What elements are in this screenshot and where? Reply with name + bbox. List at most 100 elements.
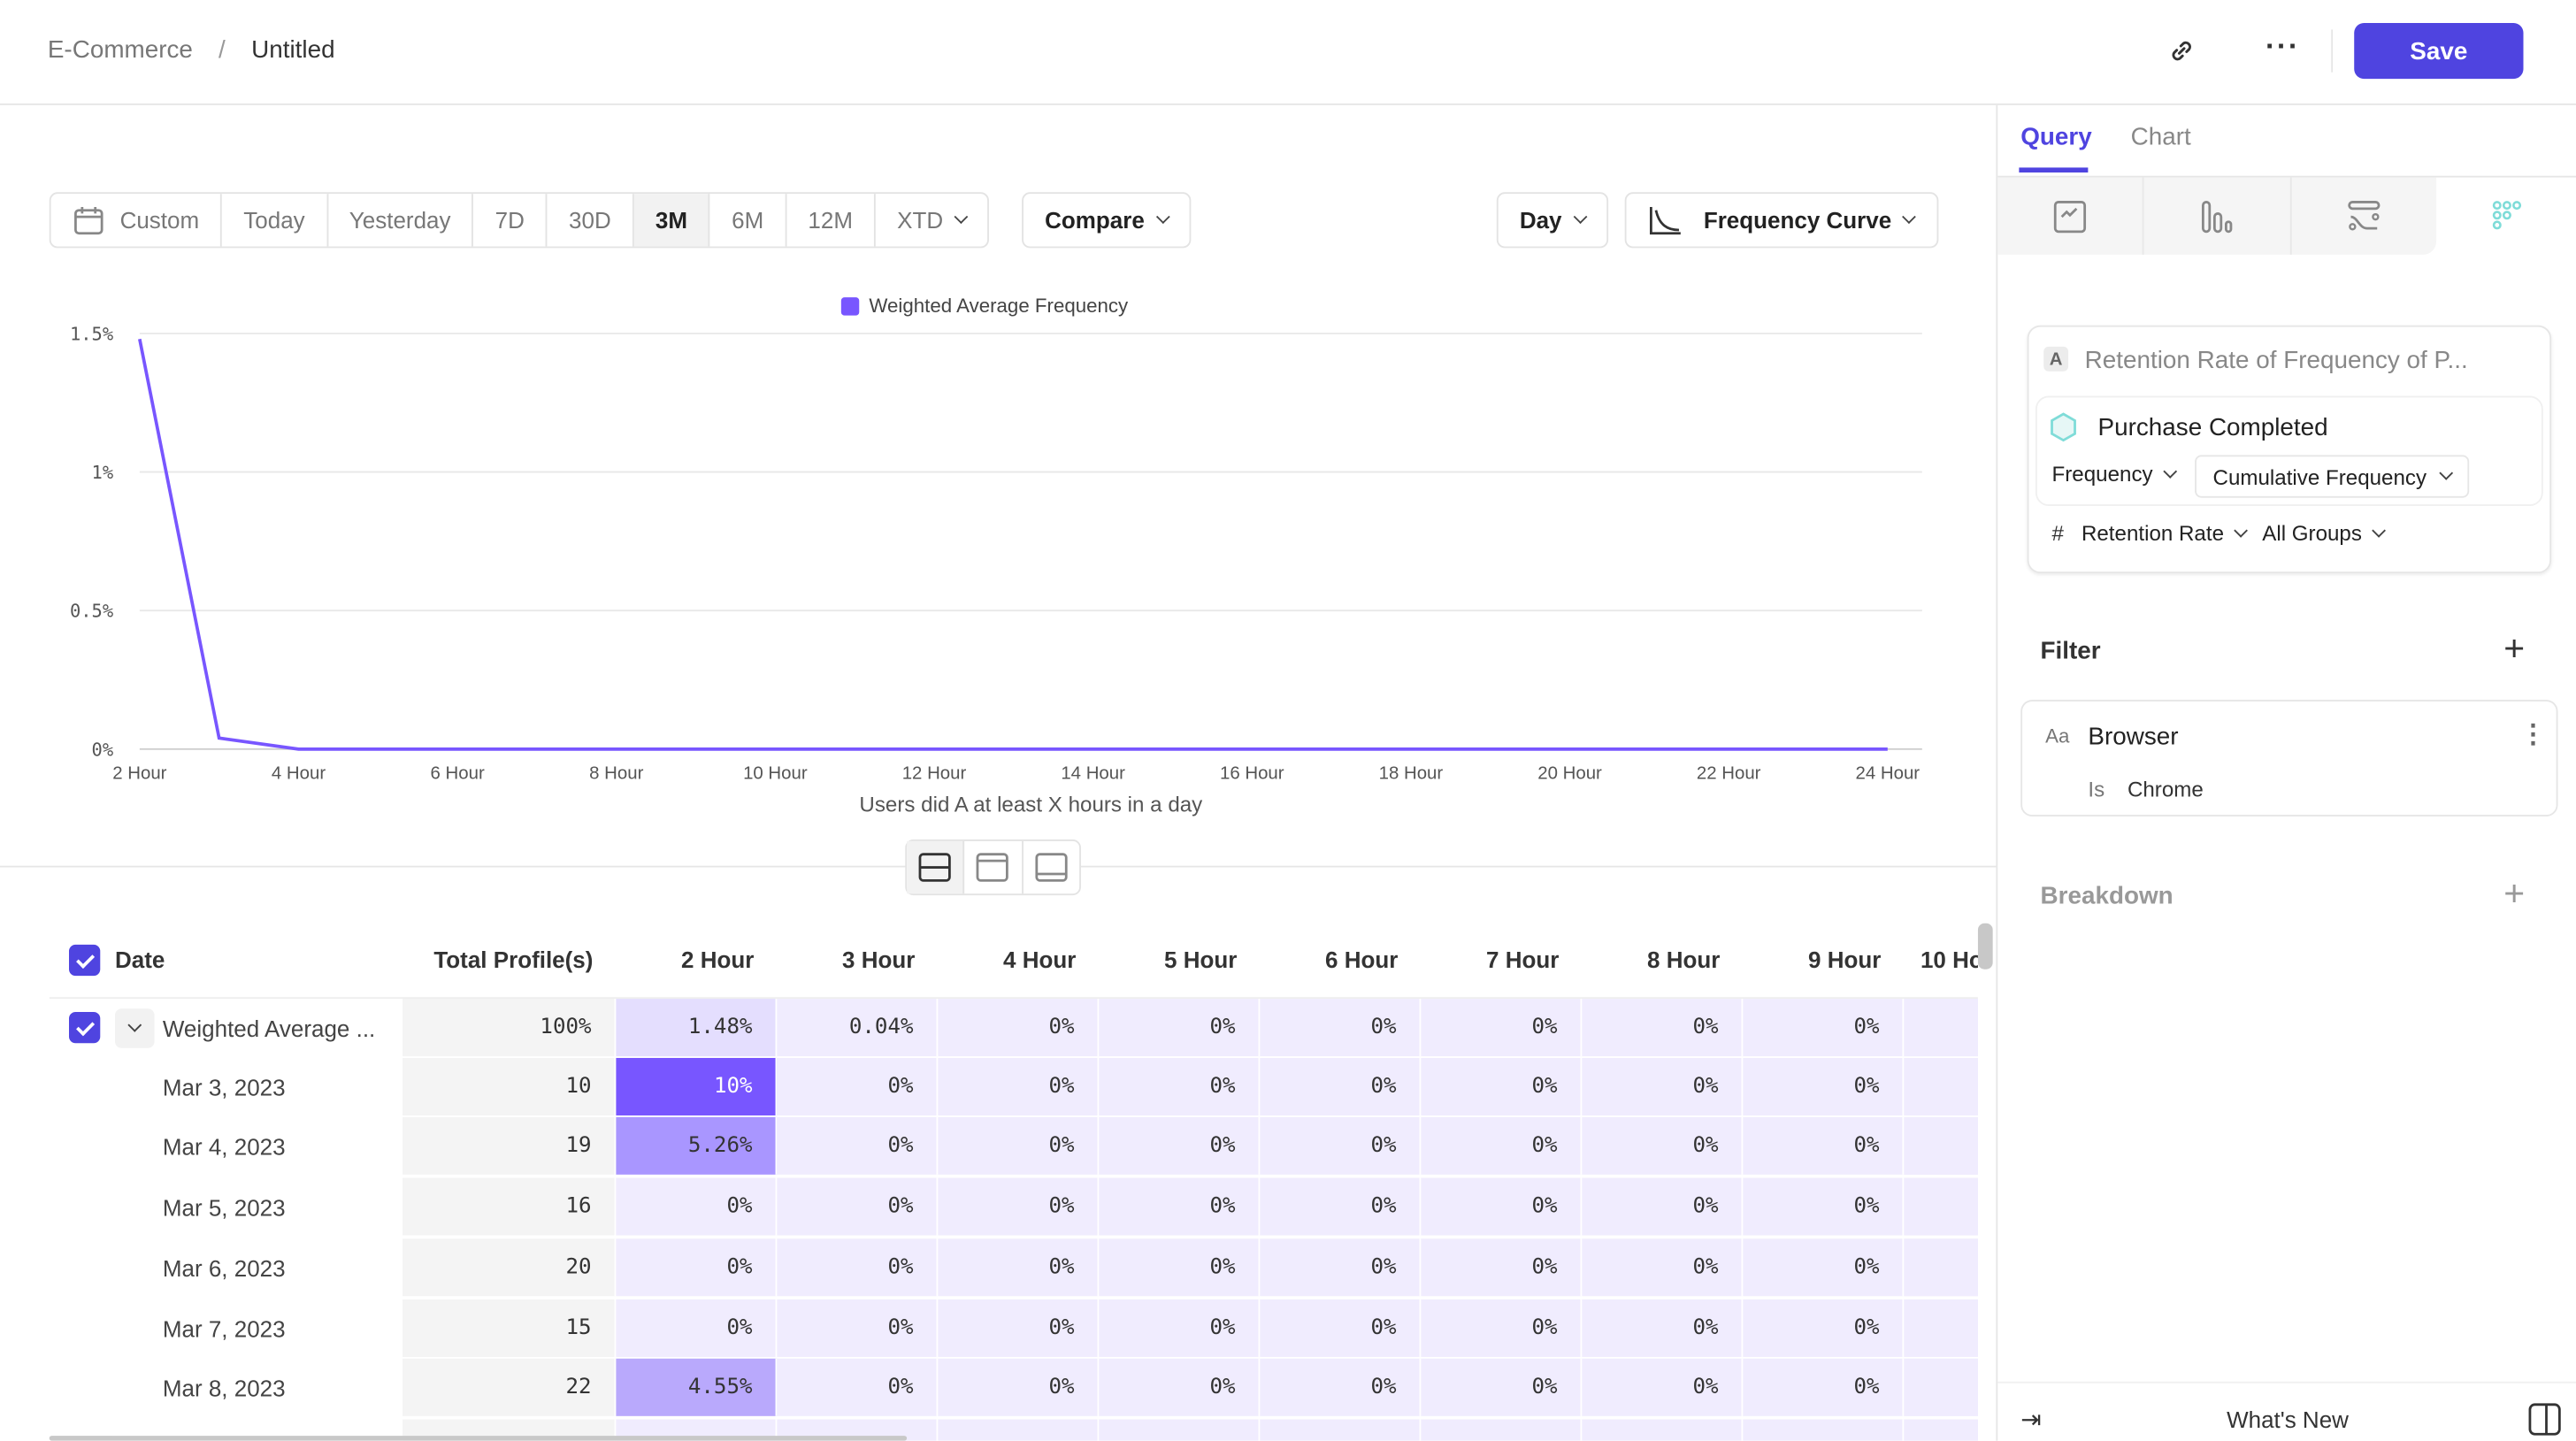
date-range-yesterday[interactable]: Yesterday: [328, 194, 474, 247]
data-point[interactable]: [216, 735, 222, 741]
measure-dropdown[interactable]: Retention Rate: [2082, 521, 2248, 546]
data-point[interactable]: [1725, 746, 1731, 752]
row-checkbox[interactable]: [68, 1011, 101, 1044]
column-header[interactable]: 4 Hour: [1003, 946, 1077, 973]
table-row[interactable]: Weighted Average ... 100% 1.48% 0.04% 0% 0% 0%…: [49, 997, 1978, 1057]
column-header[interactable]: Total Profile(s): [433, 946, 594, 973]
flows-icon: [2347, 200, 2380, 230]
frequency-dropdown[interactable]: Frequency: [2052, 462, 2178, 487]
data-point[interactable]: [454, 746, 460, 752]
whats-new-link[interactable]: What's New: [2227, 1406, 2349, 1433]
breadcrumb-project[interactable]: E-Commerce: [47, 35, 193, 65]
data-point[interactable]: [1487, 746, 1493, 752]
column-header-date[interactable]: Date: [114, 946, 165, 973]
filter-property[interactable]: Browser: [2088, 723, 2179, 751]
sidebar-toggle-icon[interactable]: [2528, 1403, 2561, 1436]
row-label: Mar 3, 2023: [162, 1073, 286, 1100]
data-point[interactable]: [1010, 746, 1016, 752]
data-point[interactable]: [1249, 746, 1255, 752]
row-label: Mar 4, 2023: [162, 1134, 286, 1161]
collapse-panel-icon[interactable]: ⇥: [2020, 1406, 2042, 1435]
expand-row-button[interactable]: [114, 1008, 155, 1048]
data-point[interactable]: [1646, 746, 1652, 752]
data-point[interactable]: [772, 746, 778, 752]
filter-value[interactable]: Chrome: [2127, 777, 2204, 802]
flows-report-button[interactable]: [2291, 178, 2436, 255]
date-range-today[interactable]: Today: [222, 194, 328, 247]
metric-letter-badge: A: [2043, 346, 2069, 372]
link-icon[interactable]: [2167, 36, 2196, 65]
table-only-button[interactable]: [1023, 841, 1079, 893]
date-range-12m[interactable]: 12M: [786, 194, 876, 247]
data-point[interactable]: [1328, 746, 1334, 752]
date-range-3m[interactable]: 3M: [633, 194, 710, 247]
data-point[interactable]: [613, 746, 619, 752]
value-cell: 0.04%: [777, 999, 939, 1057]
filter-menu-icon[interactable]: ⋮: [2519, 721, 2547, 749]
data-point[interactable]: [1090, 746, 1096, 752]
data-point[interactable]: [693, 746, 699, 752]
chart-type-dropdown[interactable]: Frequency Curve: [1624, 192, 1939, 249]
split-layout-button[interactable]: [907, 840, 965, 894]
metric-title[interactable]: Retention Rate of Frequency of P...: [2084, 346, 2468, 375]
retention-report-icon[interactable]: [2490, 199, 2526, 235]
data-point[interactable]: [1805, 746, 1811, 752]
column-header[interactable]: 2 Hour: [681, 946, 755, 973]
data-point[interactable]: [1884, 746, 1890, 752]
data-point[interactable]: [295, 746, 302, 752]
data-point[interactable]: [1169, 746, 1176, 752]
data-point[interactable]: [1567, 746, 1573, 752]
date-range-30d[interactable]: 30D: [548, 194, 634, 247]
date-range-7d[interactable]: 7D: [473, 194, 548, 247]
select-all-checkbox[interactable]: [68, 944, 101, 977]
data-point[interactable]: [136, 336, 142, 342]
event-name[interactable]: Purchase Completed: [2097, 413, 2328, 442]
frequency-curve-icon: [1649, 206, 1681, 235]
horizontal-scrollbar[interactable]: [49, 1436, 908, 1441]
breadcrumb-report[interactable]: Untitled: [251, 35, 335, 65]
column-header[interactable]: 7 Hour: [1486, 946, 1560, 973]
data-point[interactable]: [375, 746, 381, 752]
data-point[interactable]: [851, 746, 857, 752]
date-range-custom[interactable]: Custom: [51, 194, 223, 247]
more-icon[interactable]: ···: [2265, 29, 2300, 63]
insights-report-button[interactable]: [1997, 177, 2145, 255]
cumulative-frequency-dropdown[interactable]: Cumulative Frequency: [2195, 455, 2470, 498]
funnels-report-button[interactable]: [2144, 177, 2292, 255]
chart-only-button[interactable]: [965, 840, 1024, 894]
total-cell: 22: [402, 1359, 617, 1417]
column-header[interactable]: 3 Hour: [842, 946, 916, 973]
column-header[interactable]: 5 Hour: [1164, 946, 1238, 973]
value-cell-clipped: [1904, 1419, 1978, 1441]
series-line[interactable]: [138, 338, 1888, 751]
add-breakdown-icon[interactable]: +: [2503, 872, 2526, 914]
date-range-xtd[interactable]: XTD: [876, 194, 987, 246]
column-header[interactable]: 10 Hour: [1920, 946, 1978, 973]
vertical-scrollbar[interactable]: [1977, 923, 1993, 970]
add-filter-icon[interactable]: +: [2503, 627, 2526, 669]
groups-dropdown[interactable]: All Groups: [2262, 521, 2386, 546]
save-button[interactable]: Save: [2354, 22, 2524, 80]
compare-dropdown[interactable]: Compare: [1022, 192, 1191, 249]
tab-chart[interactable]: Chart: [2130, 123, 2191, 151]
data-point[interactable]: [931, 746, 937, 752]
report-type-bar: [1997, 177, 2437, 255]
date-range-6m[interactable]: 6M: [710, 194, 787, 247]
granularity-label: Day: [1519, 206, 1562, 234]
column-header[interactable]: 8 Hour: [1647, 946, 1721, 973]
tab-query[interactable]: Query: [2020, 123, 2092, 151]
column-header[interactable]: 9 Hour: [1808, 946, 1882, 973]
column-header[interactable]: 6 Hour: [1325, 946, 1399, 973]
x-axis-label: Users did A at least X hours in a day: [859, 792, 1203, 816]
data-point[interactable]: [533, 746, 540, 752]
data-point[interactable]: [1407, 746, 1414, 752]
filter-operator[interactable]: Is: [2088, 777, 2105, 802]
granularity-dropdown[interactable]: Day: [1496, 192, 1608, 249]
chart-legend[interactable]: Weighted Average Frequency: [840, 294, 1128, 317]
